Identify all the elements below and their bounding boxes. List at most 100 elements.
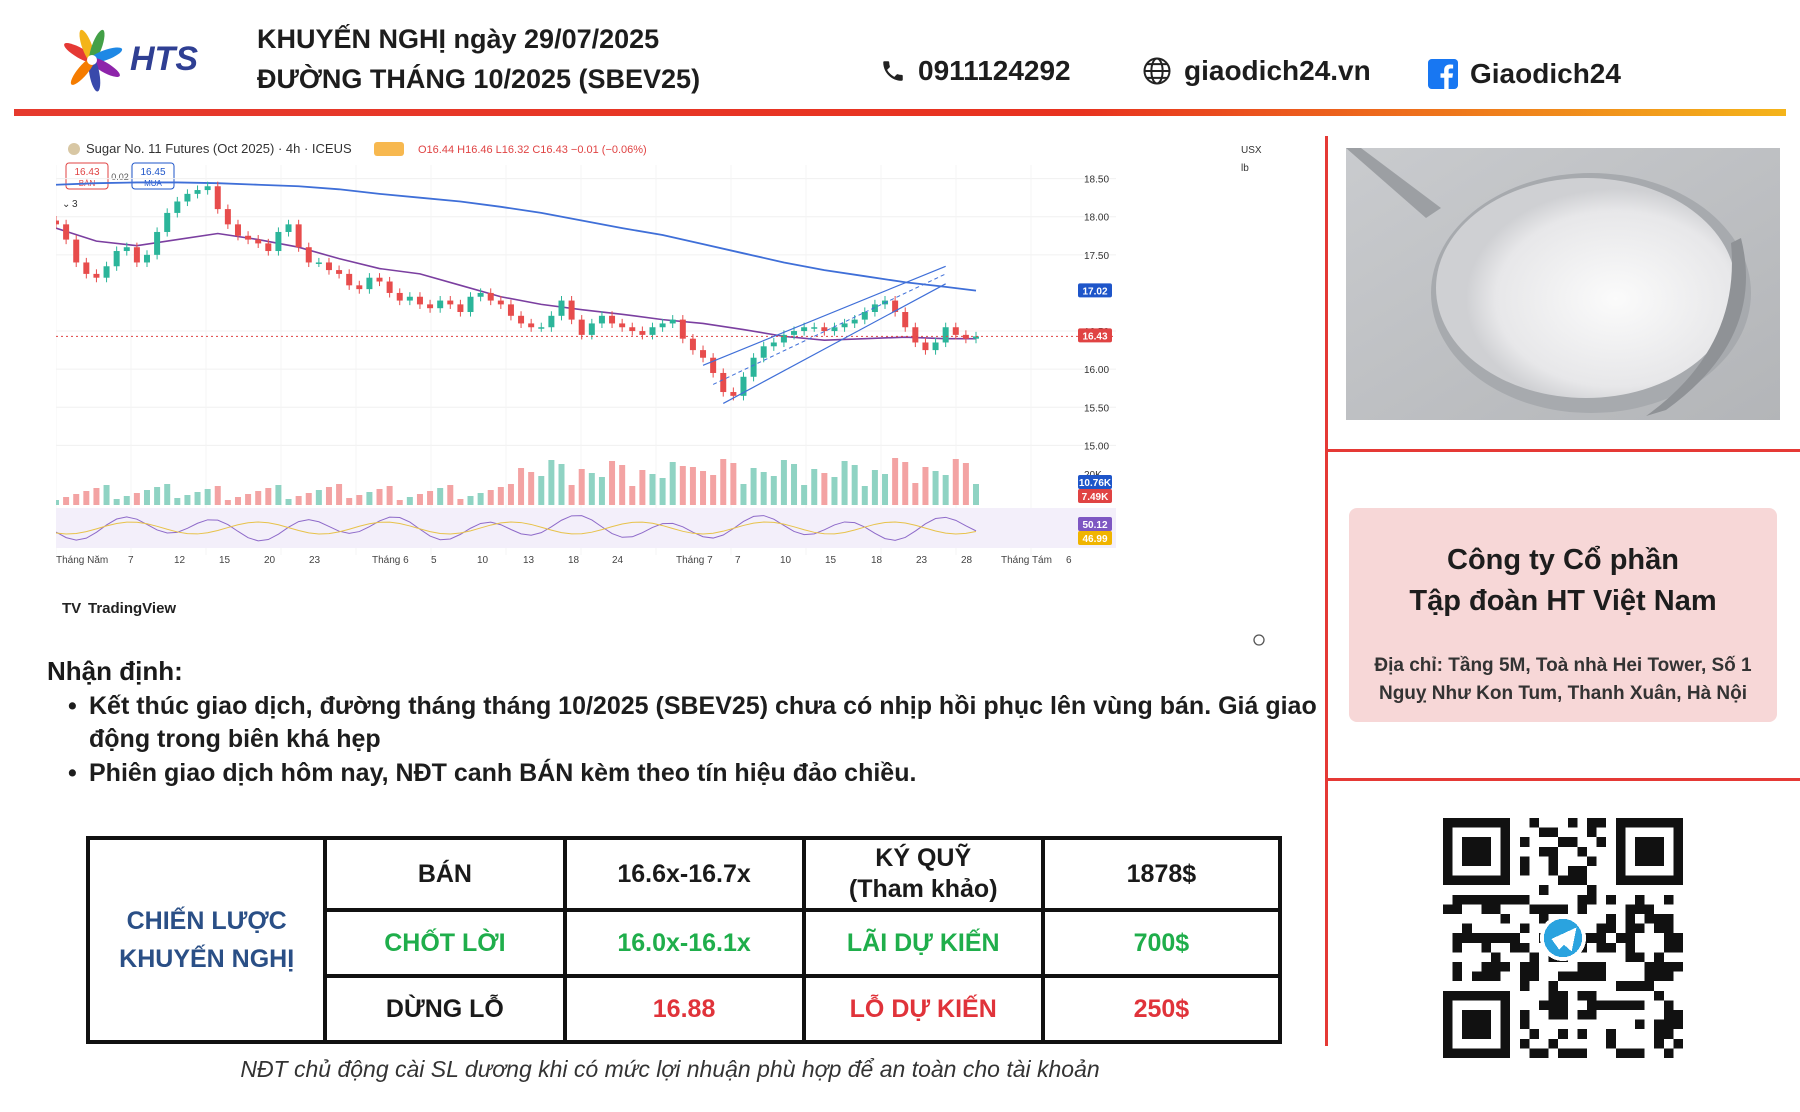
facebook-icon <box>1428 59 1458 89</box>
volume-bar <box>437 488 444 505</box>
website-contact[interactable]: giaodich24.vn <box>1142 55 1371 87</box>
qr-module <box>1548 846 1559 857</box>
oscillator-pane <box>56 508 1116 548</box>
candle-body <box>528 323 535 328</box>
hts-logo: HTS <box>64 29 198 92</box>
volume-bar <box>760 472 767 505</box>
candle-body <box>437 300 444 309</box>
volume-bar <box>154 487 161 505</box>
report-title: KHUYẾN NGHỊ ngày 29/07/2025 <box>257 24 660 54</box>
qr-module <box>1519 1010 1530 1020</box>
qr-module <box>1462 1010 1491 1039</box>
candle-body <box>305 247 312 263</box>
strategy-title: CHIẾN LƯỢC KHUYẾN NGHỊ <box>85 836 328 1044</box>
volume-bar <box>811 469 818 505</box>
qr-module <box>1481 933 1491 943</box>
qr-module <box>1654 1038 1664 1049</box>
candle-body <box>760 346 767 358</box>
expected-loss-label: LỖ DỰ KIẾN <box>801 974 1045 1044</box>
qr-module <box>1452 942 1463 953</box>
candle-body <box>366 277 373 290</box>
qr-module <box>1673 1019 1683 1030</box>
qr-module <box>1596 942 1607 953</box>
candle-body <box>791 331 798 335</box>
qr-module <box>1548 827 1559 838</box>
volume-bar <box>730 463 737 505</box>
qr-module <box>1654 962 1664 972</box>
facebook-contact[interactable]: Giaodich24 <box>1428 58 1621 90</box>
table-row: CHIẾN LƯỢC KHUYẾN NGHỊ BÁN 16.6x-16.7x K… <box>85 836 1283 1044</box>
volume-bar <box>133 493 140 505</box>
volume-tag: 7.49K <box>1082 492 1109 503</box>
qr-module <box>1491 894 1501 905</box>
qr-module <box>1663 1029 1674 1039</box>
qr-module <box>1663 1000 1674 1010</box>
volume-bar <box>245 494 252 505</box>
sell-range: 16.6x-16.7x <box>562 836 806 912</box>
oscillator-tag: 46.99 <box>1082 534 1107 545</box>
qr-module <box>1510 894 1520 905</box>
volume-bar <box>871 470 878 505</box>
candle-body <box>346 273 353 286</box>
volume-bar <box>285 499 292 505</box>
qr-module <box>1452 962 1463 972</box>
candle-body <box>204 186 211 191</box>
volume-bar <box>851 465 858 505</box>
price-tag-bg <box>1078 283 1112 298</box>
strategy-table: CHIẾN LƯỢC KHUYẾN NGHỊ BÁN 16.6x-16.7x K… <box>85 836 1283 1044</box>
volume-bar <box>882 474 889 505</box>
qr-module <box>1606 1038 1616 1049</box>
qr-module <box>1452 894 1463 905</box>
price-tag: 17.02 <box>1082 286 1107 297</box>
volume-bar <box>507 484 514 505</box>
volume-bar <box>518 468 525 505</box>
price-tick-label: 15.50 <box>1084 403 1109 414</box>
qr-module <box>1558 1010 1568 1020</box>
volume-bar <box>386 486 393 505</box>
qr-module <box>1663 933 1674 943</box>
candle-body <box>164 212 171 232</box>
volume-bar <box>83 491 90 505</box>
candle-body <box>224 209 231 225</box>
qr-module <box>1519 856 1530 866</box>
candle-body <box>467 296 474 312</box>
telegram-qr-code[interactable] <box>1443 818 1683 1058</box>
candle-body <box>518 315 525 324</box>
qr-module <box>1567 866 1578 876</box>
qr-module <box>1587 856 1597 866</box>
qr-module <box>1625 1000 1635 1010</box>
qr-module <box>1663 942 1674 953</box>
ma50 <box>56 227 976 342</box>
candle-body <box>103 266 110 278</box>
qr-module <box>1606 914 1616 924</box>
volume-bar <box>528 472 535 505</box>
volume-bar <box>184 495 191 505</box>
qr-module <box>1625 981 1635 991</box>
phone-contact[interactable]: 0911124292 <box>880 55 1071 87</box>
candle-body <box>952 327 959 335</box>
volume-bar <box>255 491 262 505</box>
qr-module <box>1673 1010 1683 1020</box>
candle-body <box>871 304 878 312</box>
qr-module <box>1606 1000 1616 1010</box>
volume-bar <box>103 485 110 505</box>
qr-module <box>1519 1038 1530 1049</box>
volume-bar <box>366 492 373 505</box>
volume-bar <box>204 489 211 505</box>
time-tick-label: 10 <box>477 555 489 566</box>
price-tags: 17.02 16.43 10.76K 7.49K 50.12 46.99 <box>1078 283 1112 545</box>
qr-module <box>1596 1000 1607 1010</box>
volume-bar <box>801 485 808 505</box>
volume-bar <box>275 485 282 505</box>
volume-bar <box>578 469 585 505</box>
qr-module <box>1462 933 1472 943</box>
qr-module <box>1567 837 1578 847</box>
time-tick-label: 10 <box>780 555 792 566</box>
qr-module <box>1539 827 1549 838</box>
qr-module <box>1481 971 1491 982</box>
qr-module <box>1577 1029 1587 1039</box>
indicator-toggle[interactable]: ⌄ <box>62 199 70 210</box>
price-tag-bg <box>1078 328 1112 343</box>
qr-module <box>1452 933 1463 943</box>
settings-icon[interactable] <box>1253 634 1265 646</box>
